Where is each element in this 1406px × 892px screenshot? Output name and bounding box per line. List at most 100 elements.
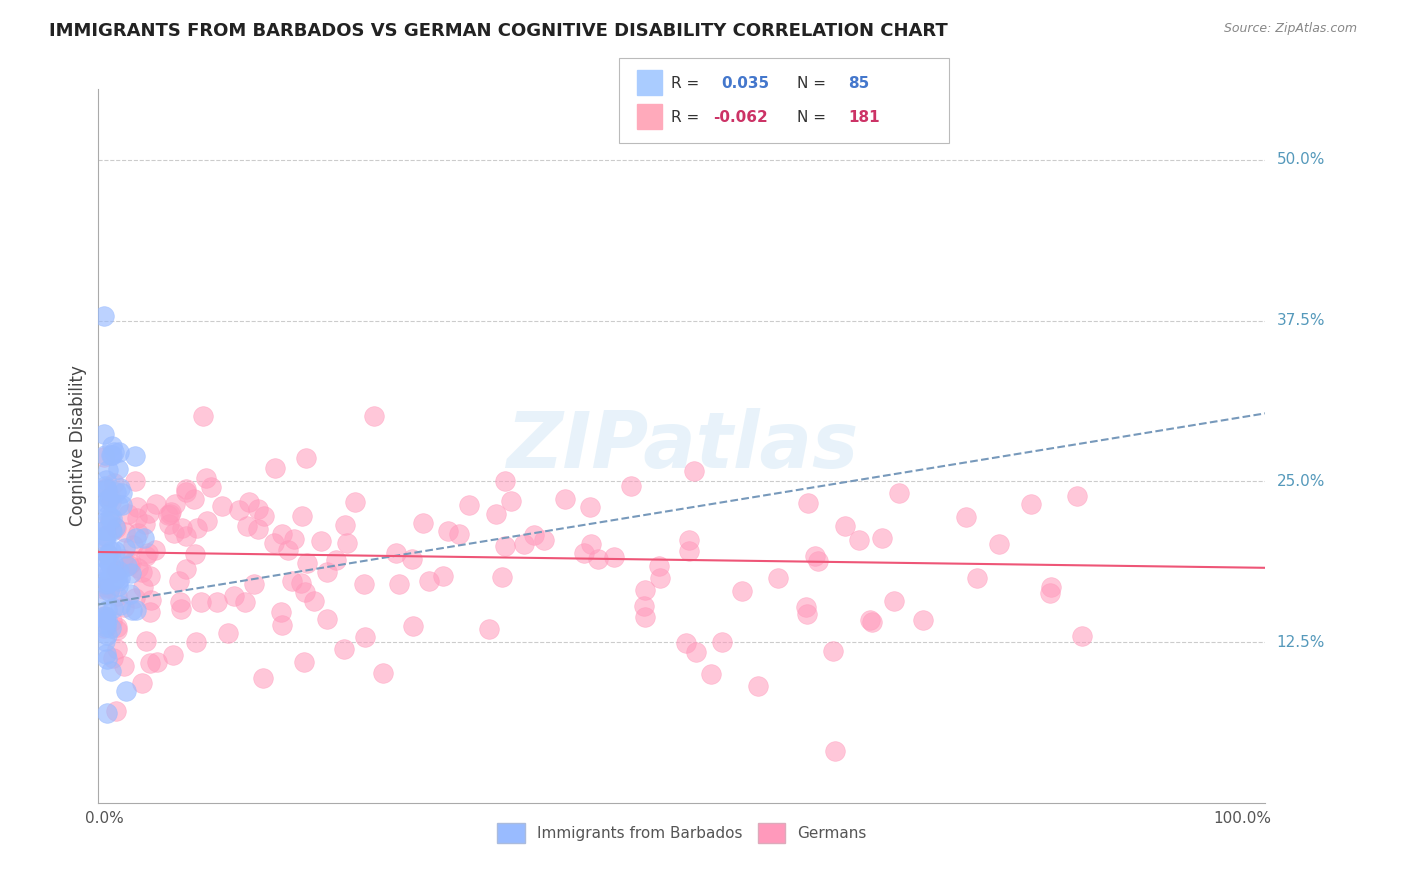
Point <box>336 536 359 550</box>
Point <box>163 526 186 541</box>
Point <box>124 591 146 605</box>
Point <box>253 508 276 523</box>
Point <box>94 448 117 462</box>
Point <box>796 607 818 621</box>
Point <box>1039 586 1062 600</box>
Point <box>316 565 339 579</box>
Point <box>325 553 347 567</box>
Point <box>104 520 127 534</box>
Text: 0.035: 0.035 <box>721 76 769 91</box>
Point <box>747 679 769 693</box>
Point <box>101 524 124 538</box>
Point <box>93 426 115 441</box>
Point <box>97 547 120 561</box>
Point <box>96 548 118 562</box>
Point <box>315 611 337 625</box>
Point <box>169 595 191 609</box>
Point <box>108 564 131 578</box>
Point <box>125 511 148 525</box>
Point <box>100 495 122 509</box>
Point <box>105 485 128 500</box>
Text: 37.5%: 37.5% <box>1277 313 1324 328</box>
Point <box>98 581 121 595</box>
Point <box>170 602 193 616</box>
Point <box>794 600 817 615</box>
Point <box>184 547 207 561</box>
Point <box>533 533 555 548</box>
Point <box>94 500 117 514</box>
Point <box>134 517 156 532</box>
Point <box>93 529 115 543</box>
Point <box>96 572 118 586</box>
Point <box>98 558 121 572</box>
Point <box>111 499 134 513</box>
Point <box>112 659 135 673</box>
Point <box>107 642 129 657</box>
Point <box>353 630 375 644</box>
Point <box>955 509 977 524</box>
Point <box>295 556 318 570</box>
Point <box>131 565 153 579</box>
Point <box>96 483 118 497</box>
Point <box>101 614 124 628</box>
Point <box>100 448 122 462</box>
Point <box>114 524 136 539</box>
Text: 85: 85 <box>848 76 869 91</box>
Point <box>138 506 160 520</box>
Point <box>93 608 115 623</box>
Point <box>93 621 115 635</box>
Point <box>139 656 162 670</box>
Point <box>193 409 215 424</box>
Point <box>373 665 395 680</box>
Point <box>94 620 117 634</box>
Text: N =: N = <box>797 110 831 125</box>
Text: ZIPatlas: ZIPatlas <box>506 408 858 484</box>
Point <box>110 571 132 585</box>
Point <box>107 578 129 592</box>
Point <box>93 532 115 546</box>
Point <box>335 517 357 532</box>
Point <box>579 500 602 515</box>
Point <box>494 475 516 489</box>
Point <box>291 508 314 523</box>
Point <box>108 482 131 496</box>
Point <box>108 598 131 612</box>
Point <box>217 626 239 640</box>
Point <box>294 585 316 599</box>
Text: Source: ZipAtlas.com: Source: ZipAtlas.com <box>1223 22 1357 36</box>
Point <box>146 655 169 669</box>
Point <box>159 505 181 519</box>
Point <box>159 507 181 521</box>
Point <box>281 574 304 588</box>
Point <box>97 574 120 588</box>
Point <box>127 526 149 541</box>
Point <box>100 621 122 635</box>
Point <box>143 542 166 557</box>
Point <box>222 589 245 603</box>
Point <box>98 490 121 504</box>
Point <box>93 610 115 624</box>
Point <box>156 508 179 523</box>
Point <box>97 491 120 506</box>
Point <box>96 551 118 566</box>
Point <box>363 409 385 423</box>
Point <box>1019 497 1042 511</box>
Point <box>238 494 260 508</box>
Text: R =: R = <box>671 110 704 125</box>
Point <box>401 551 423 566</box>
Point <box>105 620 128 634</box>
Point <box>860 615 883 629</box>
Point <box>246 502 269 516</box>
Point <box>796 496 818 510</box>
Point <box>290 576 312 591</box>
Point <box>94 529 117 543</box>
Text: IMMIGRANTS FROM BARBADOS VS GERMAN COGNITIVE DISABILITY CORRELATION CHART: IMMIGRANTS FROM BARBADOS VS GERMAN COGNI… <box>49 22 948 40</box>
Point <box>93 582 115 596</box>
Point <box>93 524 115 538</box>
Point <box>94 515 117 529</box>
Point <box>768 571 790 585</box>
Point <box>485 507 508 521</box>
Point <box>988 537 1011 551</box>
Point <box>125 531 148 545</box>
Point <box>302 594 325 608</box>
